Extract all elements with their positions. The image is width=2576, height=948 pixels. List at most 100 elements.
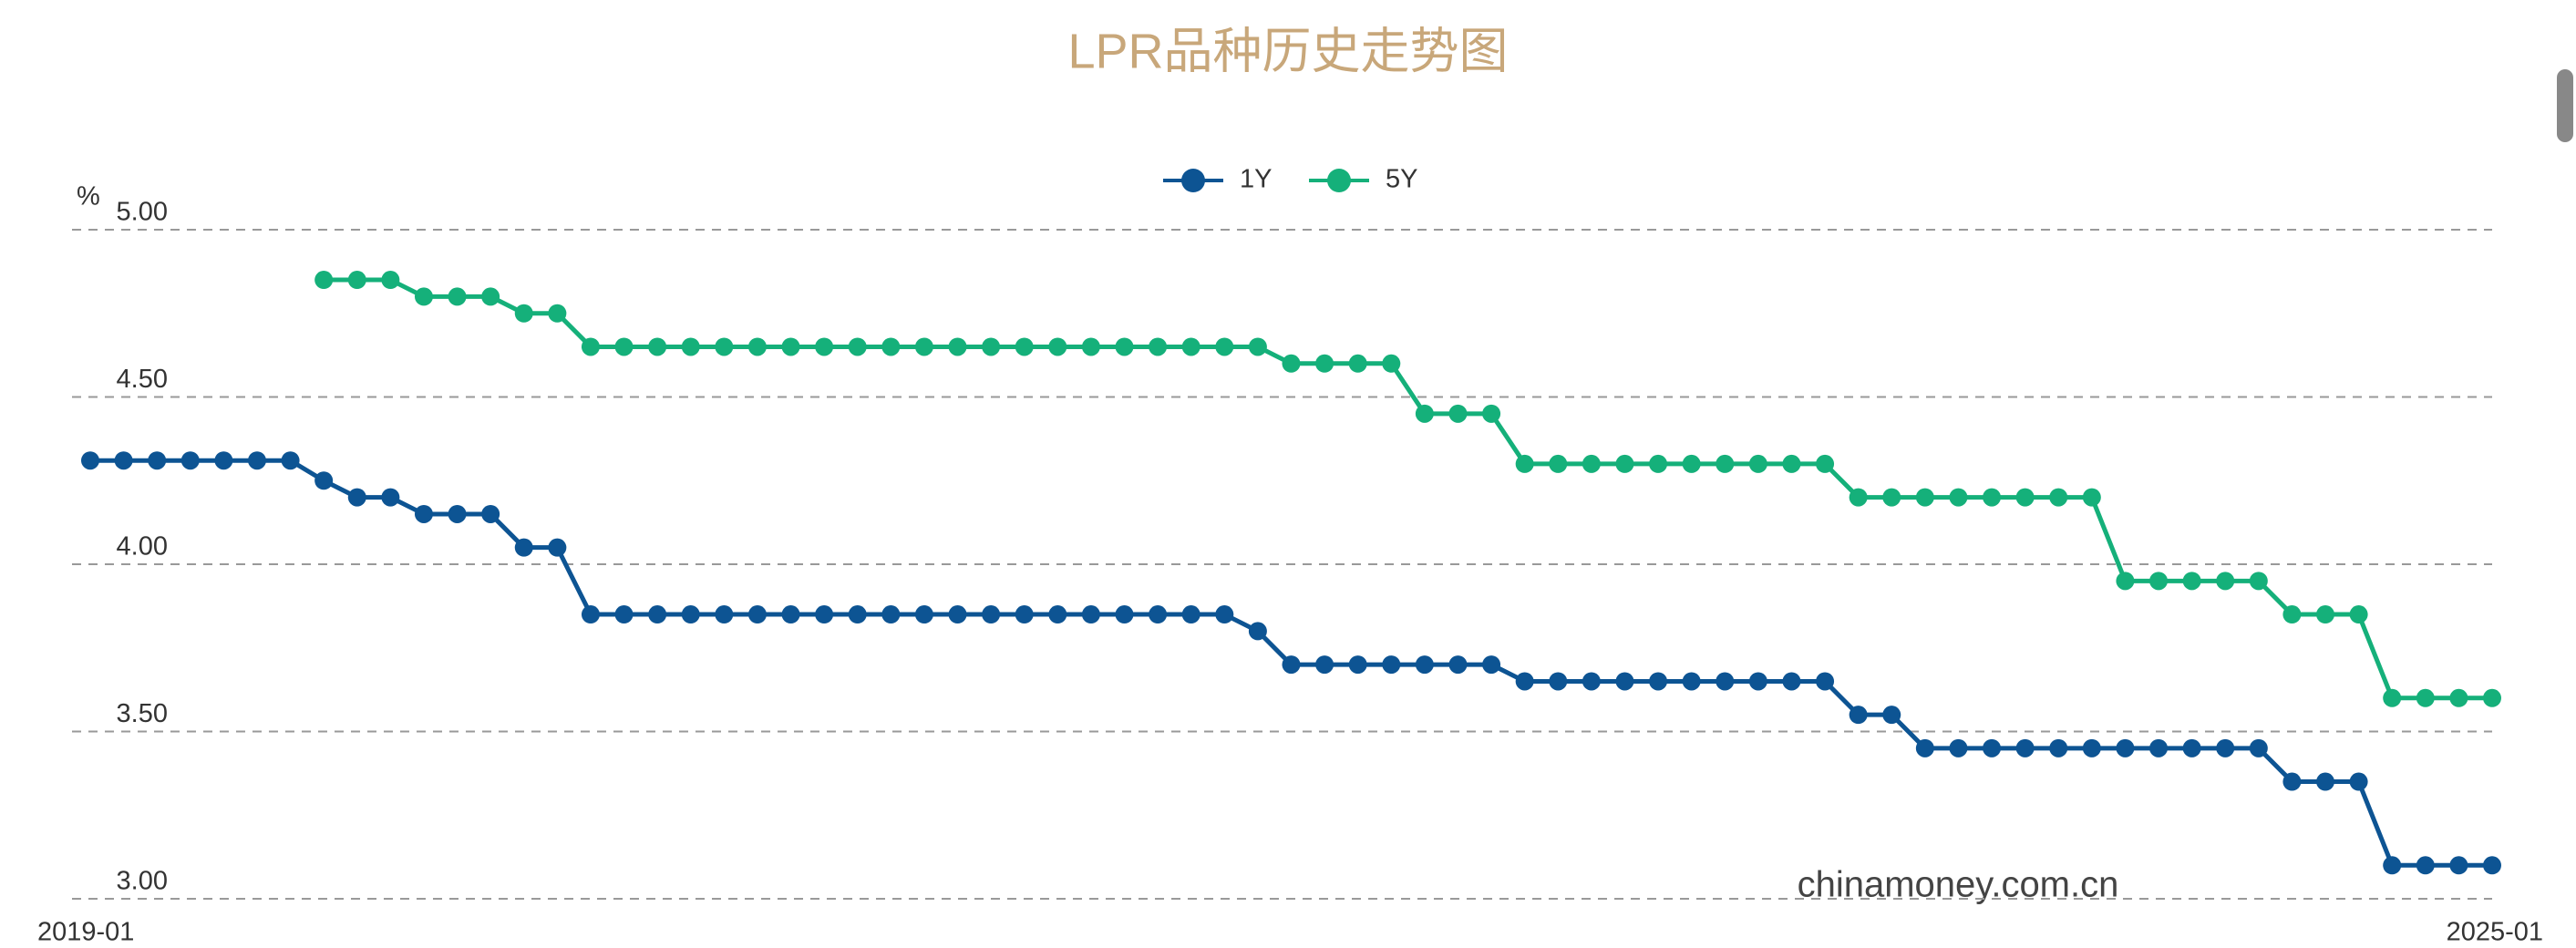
x-tick-label: 2025-01	[2447, 918, 2543, 947]
data-point	[2316, 605, 2335, 624]
data-point	[1315, 655, 1334, 675]
data-point	[481, 504, 500, 523]
data-point	[1048, 337, 1067, 356]
data-point	[2316, 772, 2335, 791]
data-point	[982, 337, 1001, 356]
data-point	[1448, 404, 1468, 423]
data-point	[2149, 738, 2169, 757]
data-point	[747, 337, 767, 356]
data-point	[614, 605, 634, 624]
data-point	[681, 605, 700, 624]
data-point	[347, 271, 366, 290]
data-point	[448, 287, 467, 306]
legend-marker	[1181, 169, 1205, 192]
data-point	[1582, 672, 1601, 691]
data-point	[1081, 605, 1100, 624]
data-point	[414, 287, 433, 306]
data-point	[1782, 672, 1801, 691]
series-line	[324, 277, 2492, 701]
data-point	[2349, 772, 2368, 791]
data-point	[1849, 488, 1868, 507]
data-point	[1415, 655, 1434, 675]
data-point	[1816, 454, 1835, 473]
data-point	[2216, 572, 2235, 591]
legend-label: 5Y	[1386, 165, 1417, 194]
data-point	[848, 605, 867, 624]
data-point	[214, 451, 233, 470]
data-point	[1149, 337, 1168, 356]
data-point	[1115, 605, 1134, 624]
data-point	[781, 337, 800, 356]
data-point	[815, 605, 834, 624]
data-point	[1081, 337, 1100, 356]
data-point	[2149, 572, 2169, 591]
data-point	[381, 488, 400, 507]
data-point	[848, 337, 867, 356]
data-point	[1282, 655, 1301, 675]
data-point	[2182, 738, 2201, 757]
data-point	[1248, 622, 1267, 641]
data-point	[2249, 738, 2268, 757]
data-point	[1716, 454, 1735, 473]
data-point	[2416, 688, 2435, 707]
data-point	[1048, 605, 1067, 624]
data-point	[1181, 605, 1200, 624]
data-point	[1015, 605, 1034, 624]
data-point	[414, 504, 433, 523]
y-axis-unit: %	[77, 182, 100, 211]
data-point	[1015, 337, 1034, 356]
data-point	[1282, 354, 1301, 373]
data-point	[948, 605, 967, 624]
data-point	[581, 337, 600, 356]
data-point	[1482, 404, 1501, 423]
data-point	[314, 471, 334, 490]
data-point	[1682, 672, 1701, 691]
data-point	[481, 287, 500, 306]
data-point	[281, 451, 300, 470]
data-point	[1949, 738, 1968, 757]
data-point	[2049, 488, 2068, 507]
data-point	[648, 605, 667, 624]
data-point	[2015, 488, 2035, 507]
data-point	[1682, 454, 1701, 473]
data-point	[2449, 688, 2468, 707]
data-point	[881, 605, 901, 624]
data-point	[1748, 454, 1767, 473]
data-point	[448, 504, 467, 523]
data-point	[1983, 488, 2002, 507]
data-point	[2483, 856, 2501, 875]
data-point	[1615, 454, 1634, 473]
data-point	[681, 337, 700, 356]
data-point	[1415, 404, 1434, 423]
data-point	[1949, 488, 1968, 507]
data-point	[1582, 454, 1601, 473]
data-point	[648, 337, 667, 356]
data-point	[2383, 856, 2402, 875]
data-point	[2282, 772, 2302, 791]
data-point	[948, 337, 967, 356]
data-point	[914, 337, 933, 356]
data-point	[1882, 488, 1901, 507]
y-tick-label: 3.50	[117, 699, 168, 728]
data-point	[2349, 605, 2368, 624]
data-point	[548, 538, 567, 557]
data-point	[1716, 672, 1735, 691]
data-point	[1649, 672, 1668, 691]
data-point	[1515, 672, 1534, 691]
data-point	[1115, 337, 1134, 356]
data-point	[1549, 454, 1568, 473]
scrollbar[interactable]	[2557, 69, 2573, 142]
data-point	[1816, 672, 1835, 691]
data-point	[1748, 672, 1767, 691]
data-point	[1615, 672, 1634, 691]
data-point	[614, 337, 634, 356]
data-point	[715, 337, 734, 356]
y-tick-label: 3.00	[117, 867, 168, 896]
data-point	[514, 304, 533, 323]
data-point	[2249, 572, 2268, 591]
data-point	[2483, 688, 2501, 707]
legend-marker	[1327, 169, 1351, 192]
data-point	[881, 337, 901, 356]
data-point	[781, 605, 800, 624]
data-point	[381, 271, 400, 290]
